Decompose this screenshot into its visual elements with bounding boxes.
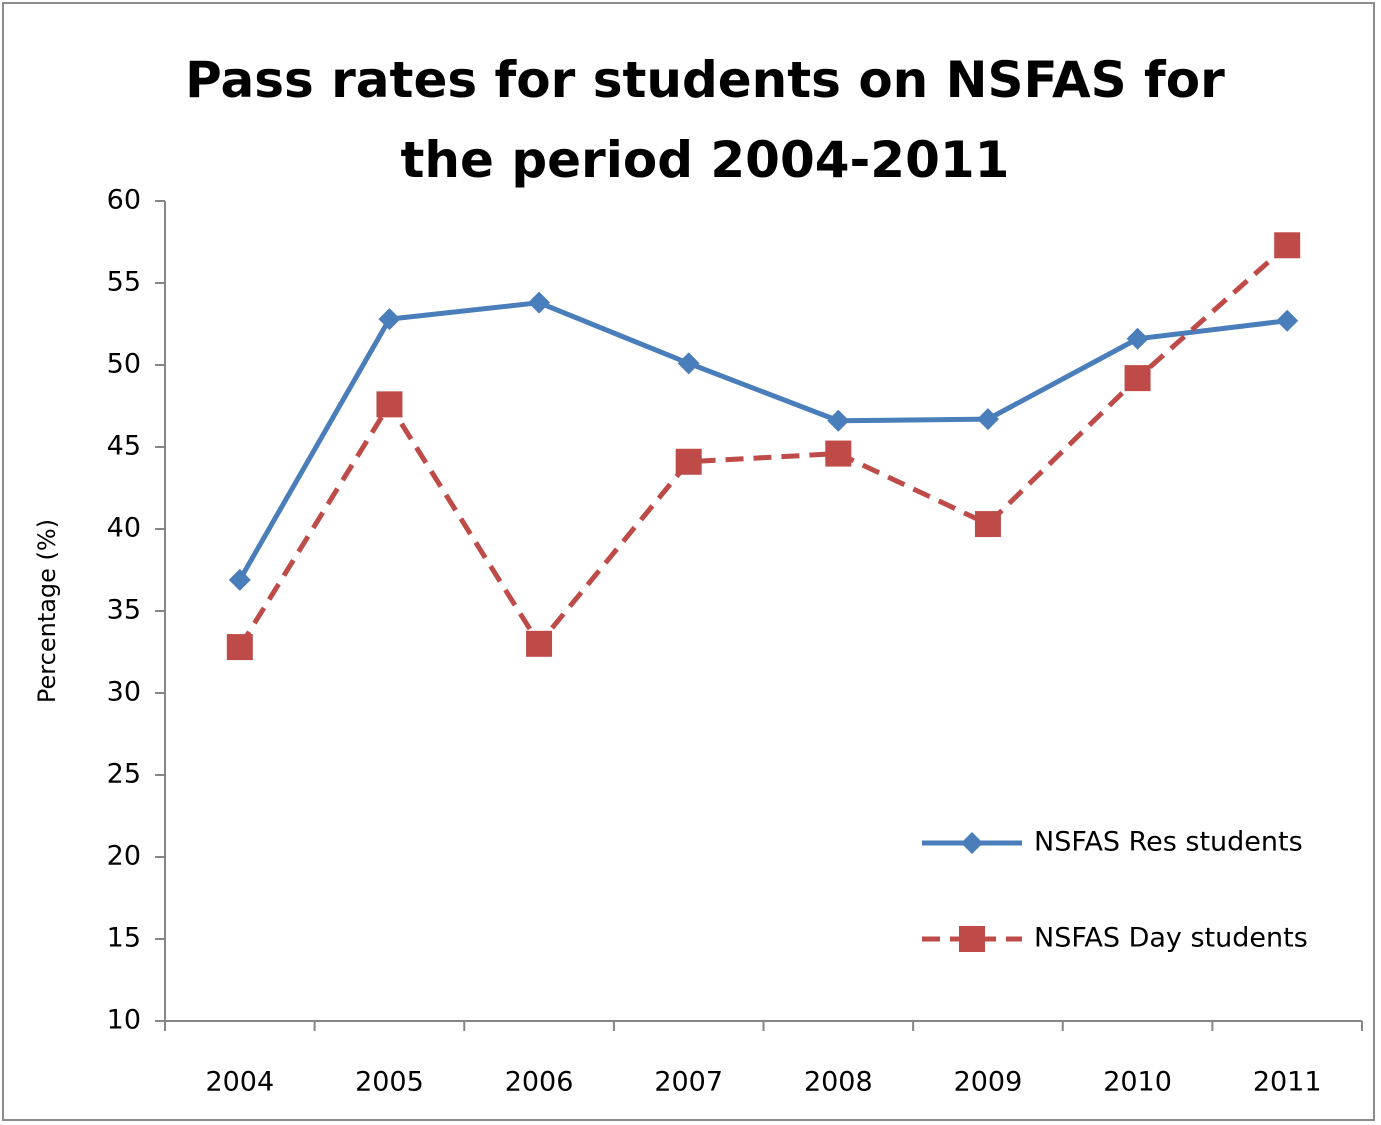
x-tick-label: 2009: [954, 1067, 1023, 1098]
data-point: [376, 391, 403, 418]
data-point: [677, 352, 700, 375]
data-point: [226, 634, 253, 661]
legend-marker: [961, 832, 983, 854]
x-tick-label: 2006: [505, 1067, 574, 1098]
y-tick-label: 25: [107, 759, 141, 790]
legend-label: NSFAS Res students: [1034, 827, 1303, 858]
series-line: [237, 300, 1288, 582]
data-point: [528, 291, 551, 314]
y-tick-label: 15: [107, 923, 141, 954]
y-axis-label: Percentage (%): [33, 519, 61, 703]
x-tick-label: 2010: [1103, 1067, 1172, 1098]
data-point: [526, 630, 553, 657]
legend-marker: [959, 926, 985, 952]
data-point: [1126, 327, 1149, 350]
data-point: [1124, 365, 1151, 392]
y-tick-label: 50: [107, 349, 141, 380]
y-tick-label: 60: [107, 185, 141, 216]
data-point: [976, 408, 999, 431]
data-point: [228, 568, 251, 591]
y-tick-label: 40: [107, 513, 141, 544]
y-tick-label: 55: [107, 267, 141, 298]
data-point: [825, 440, 852, 467]
x-tick-label: 2008: [804, 1067, 873, 1098]
x-tick-label: 2011: [1253, 1067, 1322, 1098]
data-point: [974, 511, 1001, 538]
x-tick-label: 2007: [654, 1067, 723, 1098]
data-point: [827, 409, 850, 432]
y-tick-label: 10: [107, 1005, 141, 1036]
chart-title: Pass rates for students on NSFAS for the…: [185, 51, 1225, 189]
y-tick-label: 35: [107, 595, 141, 626]
x-tick-label: 2004: [205, 1067, 274, 1098]
data-point: [1274, 232, 1301, 259]
y-tick-label: 30: [107, 677, 141, 708]
y-tick-label: 45: [107, 431, 141, 462]
data-point: [378, 308, 401, 331]
data-point: [1276, 309, 1299, 332]
legend-label: NSFAS Day students: [1034, 923, 1308, 954]
series-line: [237, 243, 1289, 649]
y-tick-label: 20: [107, 841, 141, 872]
data-point: [675, 448, 702, 475]
x-tick-label: 2005: [355, 1067, 424, 1098]
